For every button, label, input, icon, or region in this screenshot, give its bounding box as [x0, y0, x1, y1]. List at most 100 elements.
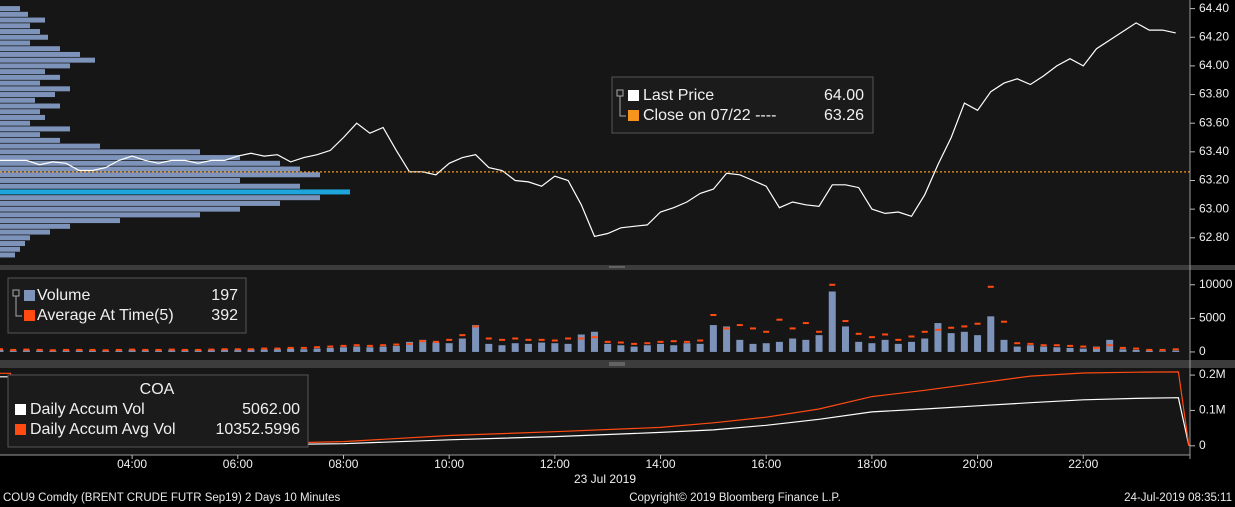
volume-bar: [128, 349, 136, 352]
legend-value: 5062.00: [242, 401, 300, 418]
avg-marker: [961, 325, 968, 328]
volume-bar: [538, 342, 546, 352]
avg-marker: [327, 345, 334, 348]
volume-bar: [221, 349, 229, 352]
y-tick-label: 0.1M: [1199, 403, 1226, 417]
volume-bar: [524, 343, 532, 352]
avg-marker: [36, 348, 43, 351]
avg-marker: [617, 341, 624, 344]
y-tick-label: 64.40: [1199, 1, 1229, 15]
avg-marker: [0, 348, 3, 351]
y-tick-label: 63.80: [1199, 87, 1229, 101]
volume-bar: [406, 341, 414, 352]
volume-bar: [1119, 349, 1127, 352]
avg-marker: [683, 340, 690, 343]
profile-bar: [0, 74, 60, 80]
y-tick-label: 64.20: [1199, 29, 1229, 43]
volume-bar: [36, 350, 44, 352]
volume-bar: [9, 350, 17, 352]
profile-bar: [0, 229, 50, 235]
volume-bar: [643, 345, 651, 352]
avg-marker: [895, 338, 902, 341]
avg-marker: [459, 334, 466, 337]
avg-marker: [868, 336, 875, 339]
avg-marker: [1080, 345, 1087, 348]
avg-marker: [261, 347, 268, 350]
volume-bar: [326, 347, 334, 352]
profile-bar: [0, 103, 60, 109]
avg-marker: [512, 337, 519, 340]
volume-bar: [419, 339, 427, 352]
avg-marker: [1133, 347, 1140, 350]
volume-bar: [485, 343, 493, 352]
legend-label: Average At Time(5): [37, 307, 174, 324]
volume-bar: [102, 350, 110, 352]
volume-bar: [841, 326, 849, 352]
y-tick-label: 0: [1199, 438, 1206, 452]
avg-marker: [353, 344, 360, 347]
volume-bar: [1159, 351, 1167, 352]
avg-marker: [1067, 344, 1074, 347]
avg-marker: [314, 346, 321, 349]
avg-marker: [221, 348, 228, 351]
x-tick-label: 22:00: [1068, 457, 1098, 471]
avg-marker: [763, 330, 770, 333]
avg-marker: [63, 348, 70, 351]
avg-marker: [115, 348, 122, 351]
x-tick-label: 16:00: [751, 457, 781, 471]
profile-bar: [0, 195, 320, 201]
avg-marker: [908, 335, 915, 338]
volume-bar: [168, 350, 176, 352]
profile-bar: [0, 160, 280, 166]
avg-marker: [1053, 344, 1060, 347]
avg-marker: [366, 344, 373, 347]
profile-bar: [0, 6, 20, 12]
volume-bar: [458, 338, 466, 352]
avg-marker: [274, 347, 281, 350]
avg-marker: [155, 348, 162, 351]
volume-bar: [0, 349, 4, 352]
profile-bar: [0, 11, 28, 17]
y-tick-label: 63.20: [1199, 173, 1229, 187]
profile-bar: [0, 149, 200, 155]
y-tick-label: 0.2M: [1199, 367, 1226, 381]
avg-marker: [948, 326, 955, 329]
profile-bar: [0, 235, 30, 241]
volume-bar: [392, 345, 400, 352]
profile-bar: [0, 241, 25, 247]
x-tick-label: 20:00: [963, 457, 993, 471]
volume-bar: [789, 338, 797, 352]
volume-bar: [234, 349, 242, 352]
profile-bar: [0, 23, 30, 29]
x-tick-label: 06:00: [223, 457, 253, 471]
profile-bar: [0, 183, 300, 189]
legend-value: 392: [211, 307, 238, 324]
avg-marker: [498, 338, 505, 341]
profile-bar: [0, 86, 70, 92]
volume-bar: [723, 326, 731, 352]
avg-marker: [380, 344, 387, 347]
volume-bar: [881, 339, 889, 352]
x-tick-label: 14:00: [646, 457, 676, 471]
volume-bar: [155, 350, 163, 352]
avg-marker: [802, 322, 809, 325]
legend-box: [7, 374, 309, 448]
volume-bar: [1092, 346, 1100, 352]
legend-value: 10352.5996: [215, 421, 300, 438]
x-tick-label: 18:00: [857, 457, 887, 471]
volume-bar: [974, 335, 982, 352]
legend-label: Volume: [37, 287, 90, 304]
avg-marker: [287, 346, 294, 349]
avg-marker: [789, 327, 796, 330]
avg-marker: [1146, 348, 1153, 351]
legend-value: 197: [211, 287, 238, 304]
avg-marker: [776, 318, 783, 321]
y-tick-label: 63.40: [1199, 144, 1229, 158]
volume-bar: [987, 316, 995, 352]
avg-marker: [1093, 346, 1100, 349]
avg-marker: [1027, 342, 1034, 345]
volume-bar: [260, 349, 268, 352]
footer-left: COU9 Comdty (BRENT CRUDE FUTR Sep19) 2 D…: [3, 492, 340, 504]
avg-marker: [1040, 344, 1047, 347]
avg-marker: [432, 340, 439, 343]
